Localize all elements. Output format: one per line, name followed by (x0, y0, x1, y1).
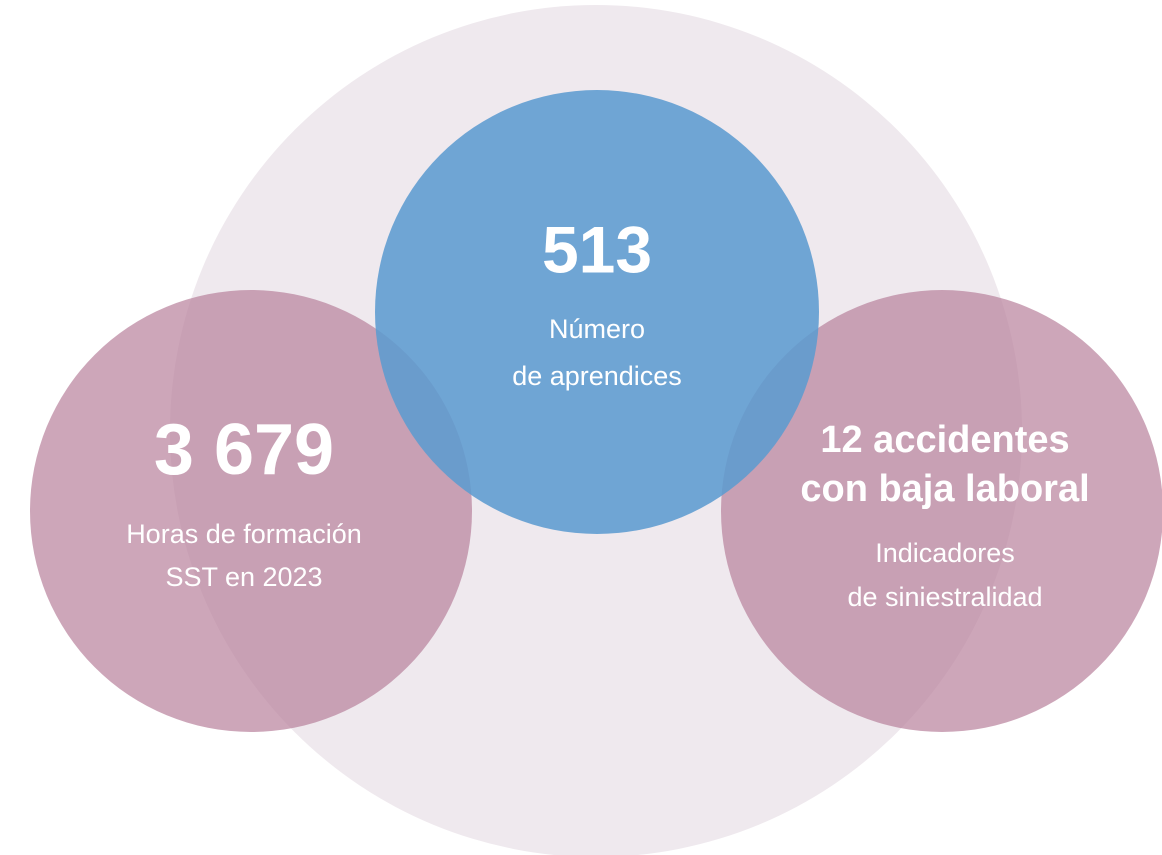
label: Indicadores (875, 538, 1015, 568)
headline: con baja laboral (800, 468, 1089, 510)
label: Número (549, 314, 645, 344)
label: SST en 2023 (165, 562, 322, 592)
center-circle (375, 90, 819, 534)
headline: 12 accidentes (820, 419, 1069, 461)
label: de aprendices (512, 361, 682, 391)
right-circle (721, 290, 1162, 732)
left-circle (30, 290, 472, 732)
label: Horas de formación (126, 519, 362, 549)
headline: 3 679 (154, 410, 334, 490)
label: de siniestralidad (847, 582, 1042, 612)
headline: 513 (542, 212, 652, 286)
